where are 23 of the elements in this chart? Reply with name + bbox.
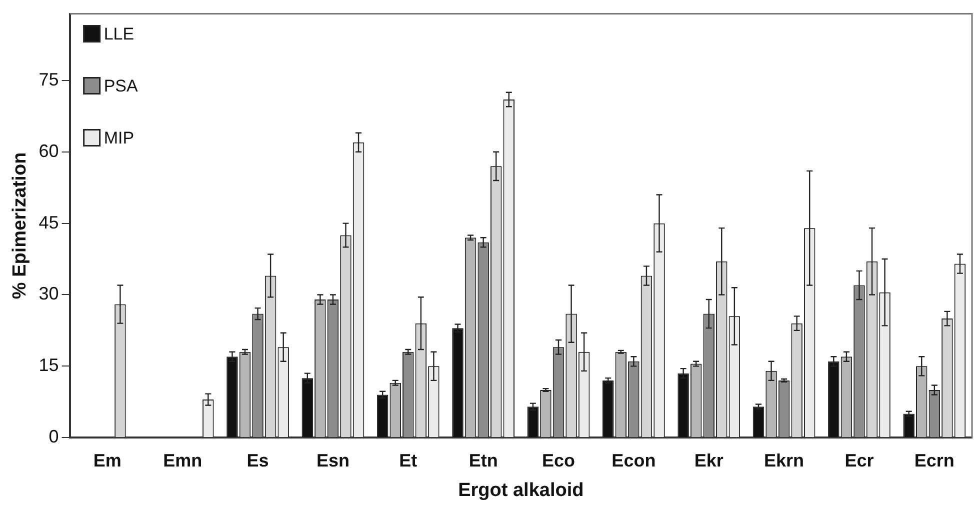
y-tick-label: 60 [38, 140, 59, 161]
x-tick-label: Eco [542, 450, 576, 470]
x-tick-label: Ekr [694, 450, 724, 470]
y-axis-title: % Epimerization [10, 152, 31, 300]
y-tick-label: 30 [38, 284, 59, 304]
x-tick-label: Econ [612, 450, 656, 470]
legend-label: LLE [104, 24, 134, 44]
y-tick-label: 15 [38, 355, 59, 376]
x-tick-label: Etn [468, 450, 498, 470]
x-tick-label: Ecrn [914, 450, 954, 470]
x-tick-label: Ecr [844, 450, 874, 470]
x-tick-label: Em [93, 450, 122, 470]
x-tick-label: Es [246, 450, 269, 470]
y-tick-label: 0 [48, 426, 59, 447]
x-tick-label: Et [399, 450, 418, 470]
x-tick-label: Esn [316, 450, 350, 470]
x-tick-label: Emn [163, 450, 202, 470]
y-tick-label: 75 [38, 69, 59, 90]
y-tick-label: 45 [38, 212, 59, 232]
legend-label: MIP [104, 128, 134, 148]
x-axis-title: Ergot alkaloid [458, 480, 584, 501]
legend-label: PSA [104, 76, 138, 96]
x-tick-label: Ekrn [764, 450, 804, 470]
